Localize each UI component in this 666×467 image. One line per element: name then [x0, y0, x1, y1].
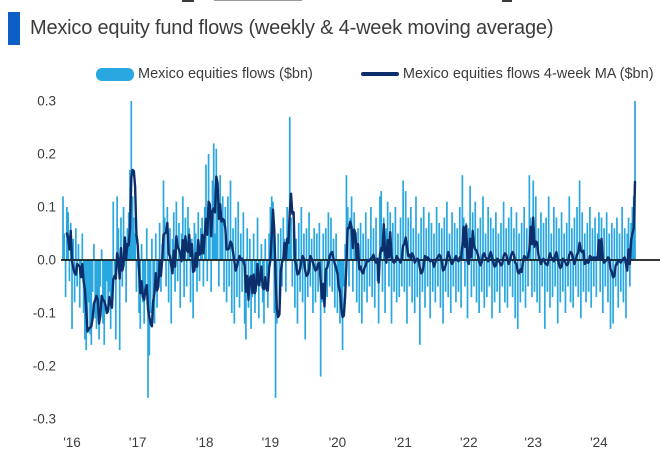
cropped-text-artifact: [182, 0, 194, 2]
y-tick-label: 0.1: [37, 200, 56, 215]
x-tick-label: '21: [394, 435, 412, 450]
cropped-text-artifact: [214, 0, 302, 1]
legend: Mexico equities flows ($bn) Mexico equit…: [96, 66, 654, 82]
title-row: Mexico equity fund flows (weekly & 4-wee…: [8, 12, 553, 45]
y-tick-label: 0.0: [37, 253, 56, 268]
legend-item-flows: Mexico equities flows ($bn): [96, 66, 313, 82]
cropped-text-artifact: [502, 0, 512, 2]
x-tick-label: '22: [460, 435, 478, 450]
y-tick-label: 0.3: [37, 94, 56, 109]
x-tick-label: '20: [329, 435, 347, 450]
weekly-flow-bars: [62, 101, 636, 398]
x-tick-label: '19: [262, 435, 280, 450]
x-tick-label: '17: [129, 435, 147, 450]
x-tick-label: '18: [196, 435, 214, 450]
title-accent-bar: [8, 12, 20, 45]
y-tick-label: 0.2: [37, 147, 56, 162]
y-tick-label: -0.3: [33, 412, 56, 427]
x-tick-label: '24: [590, 435, 608, 450]
chart-title: Mexico equity fund flows (weekly & 4-wee…: [30, 17, 554, 39]
legend-label-flows: Mexico equities flows ($bn): [138, 66, 313, 82]
legend-label-ma: Mexico equities flows 4-week MA ($bn): [402, 66, 654, 82]
ma-line: [65, 168, 637, 333]
legend-item-ma: Mexico equities flows 4-week MA ($bn): [360, 66, 654, 82]
x-tick-label: '23: [524, 435, 542, 450]
line-series-swatch-icon: [360, 72, 399, 76]
x-tick-label: '16: [63, 435, 81, 450]
y-tick-label: -0.1: [33, 306, 56, 321]
bar-series-swatch-icon: [96, 67, 134, 81]
y-tick-label: -0.2: [33, 359, 56, 374]
